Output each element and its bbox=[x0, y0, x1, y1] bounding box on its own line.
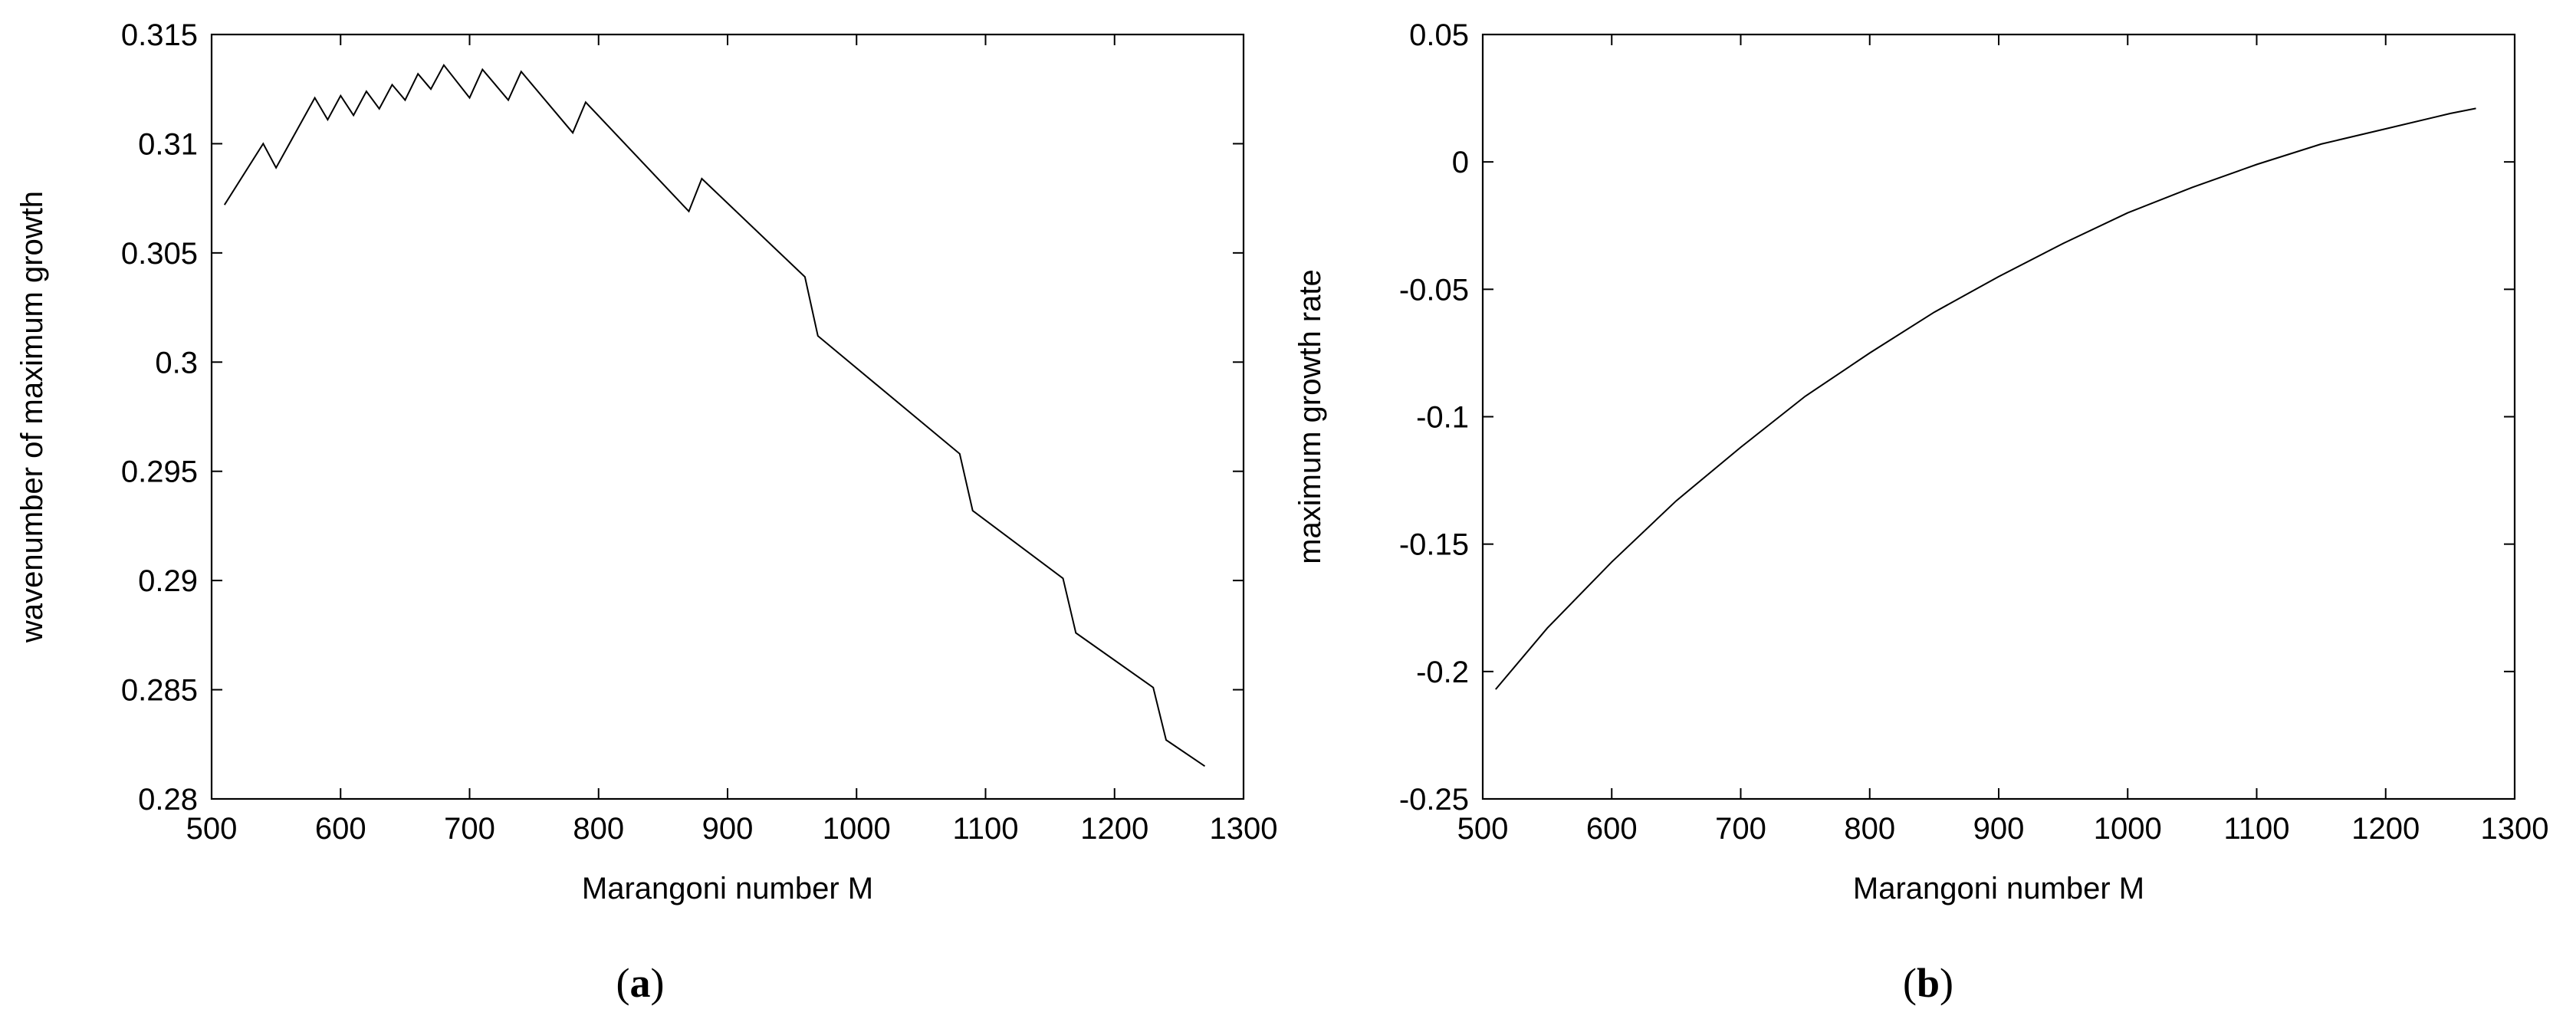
y-tick-label: 0.05 bbox=[1409, 18, 1469, 52]
x-tick-label: 500 bbox=[186, 812, 238, 846]
x-tick-label: 1100 bbox=[2223, 812, 2289, 846]
y-tick-label: 0.315 bbox=[121, 18, 198, 52]
x-tick-label: 1300 bbox=[2481, 812, 2549, 846]
x-tick-label: 600 bbox=[1586, 812, 1638, 846]
x-tick-label: 1100 bbox=[952, 812, 1018, 846]
x-tick-label: 900 bbox=[702, 812, 754, 846]
y-tick-label: 0.295 bbox=[121, 455, 198, 489]
x-axis-label: Marangoni number M bbox=[1853, 872, 2144, 905]
series-line bbox=[1495, 107, 2476, 690]
y-tick-label: 0 bbox=[1452, 146, 1469, 179]
x-tick-label: 500 bbox=[1457, 812, 1509, 846]
plot-frame bbox=[1481, 33, 2516, 800]
x-tick-label: 1000 bbox=[2094, 812, 2162, 846]
x-tick-label: 800 bbox=[1844, 812, 1895, 846]
chart-panel-a: 500 600 700 800 900 1000 1100 1200 1300 0.28 0.285… bbox=[15, 18, 1277, 905]
y-tick-label: -0.15 bbox=[1399, 528, 1469, 562]
x-tick-label: 600 bbox=[315, 812, 366, 846]
plot-frame bbox=[210, 33, 1245, 800]
x-tick-label: 900 bbox=[1973, 812, 2025, 846]
y-tick-label: -0.05 bbox=[1399, 273, 1469, 307]
panel-caption-b: (b) bbox=[1903, 960, 1953, 1006]
y-tick-label: 0.285 bbox=[121, 674, 198, 708]
x-tick-label: 1200 bbox=[1080, 812, 1148, 846]
y-axis-label: wavenumber of maximum growth bbox=[15, 191, 49, 643]
y-tick-label: 0.305 bbox=[121, 237, 198, 271]
chart-panel-b: 500 600 700 800 900 1000 1100 1200 1300 -0.25 -0.2… bbox=[1293, 18, 2548, 905]
x-tick-label: 700 bbox=[1715, 812, 1766, 846]
x-axis-label: Marangoni number M bbox=[582, 872, 873, 905]
x-tick-label: 700 bbox=[444, 812, 495, 846]
x-tick-label: 800 bbox=[573, 812, 624, 846]
y-tick-label: -0.1 bbox=[1416, 401, 1469, 435]
y-tick-label: -0.2 bbox=[1416, 656, 1469, 689]
y-axis-label: maximum growth rate bbox=[1293, 269, 1327, 564]
y-tick-label: 0.3 bbox=[155, 346, 198, 380]
y-tick-label: 0.29 bbox=[138, 564, 198, 598]
series-line bbox=[223, 64, 1206, 767]
y-tick-label: 0.31 bbox=[138, 127, 198, 161]
x-tick-label: 1000 bbox=[823, 812, 891, 846]
x-tick-label: 1200 bbox=[2351, 812, 2420, 846]
y-tick-label: -0.25 bbox=[1399, 783, 1469, 817]
y-tick-label: 0.28 bbox=[138, 783, 198, 817]
x-tick-label: 1300 bbox=[1210, 812, 1278, 846]
panel-caption-a: (a) bbox=[616, 960, 665, 1006]
